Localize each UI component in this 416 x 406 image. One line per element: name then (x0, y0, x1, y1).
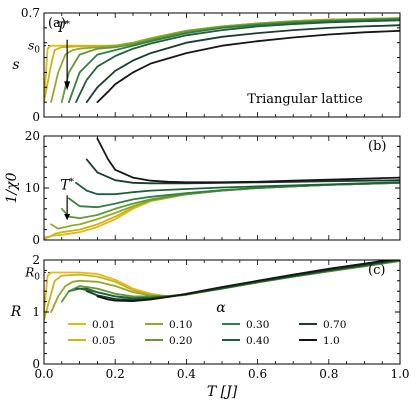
x-tick-label: 0.4 (177, 367, 196, 381)
x-tick-label: 1.0 (390, 367, 409, 381)
legend-label-0.01: 0.01 (92, 319, 115, 331)
y-tick-label: 1 (32, 305, 40, 319)
series-group (44, 17, 400, 103)
legend-title: α (216, 300, 226, 316)
series-line-1.0 (96, 29, 400, 103)
tstar-arrowhead (64, 81, 71, 91)
series-line-0.20 (60, 18, 400, 103)
y-tick-label: 10 (25, 181, 40, 195)
panel-label: (c) (368, 263, 385, 278)
tstar-label: T* (60, 177, 74, 193)
series-line-0.30 (68, 18, 400, 103)
series-line-1.0 (96, 137, 400, 184)
panel-c: (c) 0 1 2R0 0.0 0.2 0.4 0.6 0.8 1.0 R T [J] (10, 253, 410, 400)
panel-a: (a) 0 0.7 s0 s Triangular lattice T* (12, 6, 401, 124)
y-tick-label: 0.7 (21, 6, 40, 20)
x-tick-label: 0.2 (106, 367, 125, 381)
y-tick-label: 20 (25, 129, 40, 143)
y-tick-label: 0 (32, 233, 40, 247)
x-tick-label: 0.6 (248, 367, 267, 381)
series-group (44, 137, 400, 240)
legend-label-0.30: 0.30 (246, 319, 269, 331)
series-group (44, 260, 400, 321)
y-axis-label: s (12, 57, 19, 73)
legend-label-0.70: 0.70 (323, 319, 346, 331)
x-tick-label: 0.0 (34, 367, 53, 381)
series-line-0.40 (75, 181, 400, 196)
ref-level-label: R0 (24, 265, 40, 282)
tstar-label: T* (56, 20, 70, 36)
series-line-0.70 (85, 24, 400, 103)
series-line-1.0 (96, 260, 396, 302)
panel-label: (b) (368, 139, 386, 154)
legend-label-0.40: 0.40 (246, 335, 269, 347)
panel-label: (a) (48, 16, 66, 31)
legend-label-1.0: 1.0 (323, 335, 340, 347)
series-line-0.40 (75, 19, 400, 103)
legend: α 0.01 0.05 0.10 0.20 0.30 0.40 0.70 1.0 (68, 300, 346, 347)
lattice-annotation: Triangular lattice (247, 92, 363, 107)
legend-label-0.05: 0.05 (92, 335, 115, 347)
y-tick-label: 0 (32, 110, 40, 124)
x-axis-label: T [J] (207, 384, 238, 400)
tstar-arrowhead (64, 214, 71, 221)
y-axis-label: R (10, 304, 22, 320)
panel-b: (b) 0 10 20 1/χ0 T* (4, 129, 401, 247)
legend-label-0.10: 0.10 (169, 319, 192, 331)
y-tick-label: 2 (32, 253, 40, 267)
legend-label-0.20: 0.20 (169, 335, 192, 347)
y-tick-label: 0 (32, 357, 40, 371)
x-tick-label: 0.8 (319, 367, 338, 381)
series-line-0.10 (50, 17, 400, 103)
ref-level-label: s0 (28, 39, 40, 56)
y-axis-label: 1/χ0 (4, 172, 20, 203)
